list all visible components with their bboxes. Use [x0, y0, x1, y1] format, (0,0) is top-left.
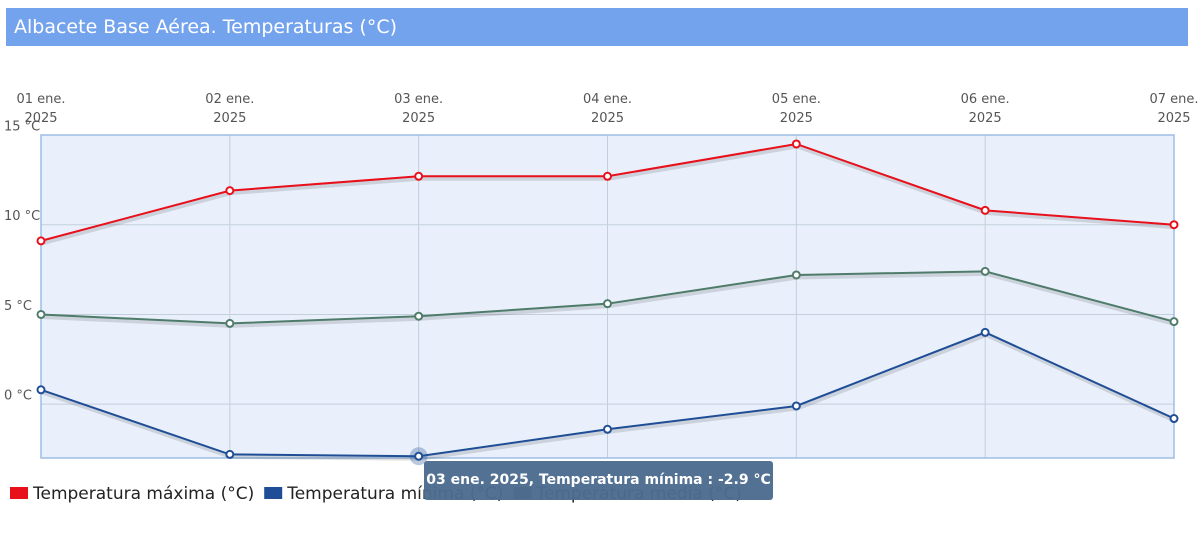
x-tick-label: 05 ene. 2025	[771, 92, 821, 126]
point	[225, 318, 235, 328]
x-tick-label: 01 ene. 2025	[16, 92, 66, 126]
legend-swatch	[264, 487, 283, 499]
x-tick-label: 04 ene. 2025	[582, 92, 633, 126]
point	[414, 171, 424, 181]
y-tick-label: 15 °C	[4, 120, 40, 135]
y-tick-label: 0 °C	[4, 389, 32, 404]
y-tick-label: 5 °C	[4, 299, 32, 314]
point	[980, 205, 990, 215]
point	[980, 266, 990, 276]
point	[1169, 317, 1179, 327]
point	[791, 270, 801, 280]
point	[1169, 220, 1179, 230]
legend-label: Temperatura máxima (°C)	[32, 484, 254, 504]
point	[36, 236, 46, 246]
chart-title: Albacete Base Aérea. Temperaturas (°C)	[6, 8, 1188, 46]
tooltip: 03 ene. 2025, Temperatura mínima : -2.9 …	[424, 461, 773, 500]
point	[980, 327, 990, 337]
legend-swatch	[10, 487, 28, 499]
point	[36, 385, 46, 395]
point	[225, 449, 235, 459]
y-tick-label: 10 °C	[4, 209, 40, 224]
plot-border	[40, 134, 1175, 459]
point	[791, 401, 801, 411]
x-tick-label: 02 ene. 2025	[205, 92, 255, 126]
x-tick-label: 07 ene. 2025	[1149, 92, 1199, 126]
x-tick-label: 03 ene. 2025	[394, 92, 444, 126]
point	[414, 311, 424, 321]
point	[225, 186, 235, 196]
point	[1169, 414, 1179, 424]
point	[791, 139, 801, 149]
point	[603, 299, 612, 309]
point	[36, 309, 46, 319]
x-tick-label: 06 ene. 2025	[960, 92, 1010, 126]
point	[414, 451, 424, 461]
point	[603, 424, 612, 434]
point	[603, 171, 612, 181]
